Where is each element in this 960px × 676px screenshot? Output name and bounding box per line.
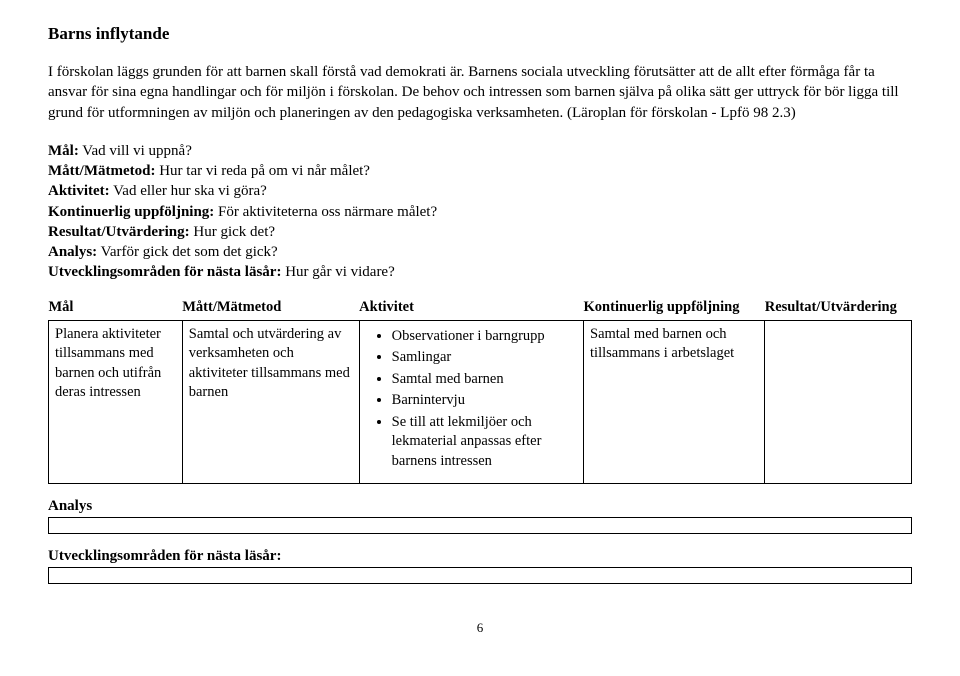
th-aktivitet: Aktivitet [359, 297, 583, 321]
analys-table [48, 517, 912, 534]
def-mal-label: Mål: [48, 143, 79, 159]
table-row [49, 568, 912, 584]
table-row [49, 518, 912, 534]
def-utveckling-label: Utvecklingsområden för nästa läsår: [48, 264, 281, 280]
def-analys-label: Analys: [48, 244, 97, 260]
utvecklings-table [48, 567, 912, 584]
cell-resultat [765, 320, 912, 484]
def-uppfoljning-text: För aktiviteterna oss närmare målet? [214, 204, 437, 220]
list-item: Se till att lekmiljöer och lekmaterial a… [392, 413, 577, 472]
page-number: 6 [48, 620, 912, 636]
def-utveckling-text: Hur går vi vidare? [281, 264, 394, 280]
def-utveckling: Utvecklingsområden för nästa läsår: Hur … [48, 262, 912, 282]
empty-cell [49, 518, 912, 534]
table-row: Planera aktiviteter tillsammans med barn… [49, 320, 912, 484]
def-aktivitet-text: Vad eller hur ska vi göra? [110, 183, 267, 199]
th-resultat: Resultat/Utvärdering [765, 297, 912, 321]
page-title: Barns inflytande [48, 24, 912, 44]
def-aktivitet: Aktivitet: Vad eller hur ska vi göra? [48, 181, 912, 201]
th-mal: Mål [49, 297, 183, 321]
cell-aktivitet: Observationer i barngrupp Samlingar Samt… [359, 320, 583, 484]
list-item: Samtal med barnen [392, 370, 577, 390]
aktivitet-list: Observationer i barngrupp Samlingar Samt… [366, 327, 577, 472]
list-item: Barnintervju [392, 391, 577, 411]
empty-cell [49, 568, 912, 584]
def-resultat-label: Resultat/Utvärdering: [48, 224, 190, 240]
def-aktivitet-label: Aktivitet: [48, 183, 110, 199]
def-uppfoljning-label: Kontinuerlig uppföljning: [48, 204, 214, 220]
intro-paragraph: I förskolan läggs grunden för att barnen… [48, 62, 912, 123]
th-matt: Mått/Mätmetod [182, 297, 359, 321]
list-item: Samlingar [392, 348, 577, 368]
cell-matt: Samtal och utvärdering av verksamheten o… [182, 320, 359, 484]
main-table-wrap: Mål Mått/Mätmetod Aktivitet Kontinuerlig… [48, 297, 912, 485]
def-matt-text: Hur tar vi reda på om vi når målet? [155, 163, 370, 179]
list-item: Observationer i barngrupp [392, 327, 577, 347]
def-analys-text: Varför gick det som det gick? [97, 244, 278, 260]
def-matt-label: Mått/Mätmetod: [48, 163, 155, 179]
main-table: Mål Mått/Mätmetod Aktivitet Kontinuerlig… [48, 297, 912, 485]
def-mal-text: Vad vill vi uppnå? [79, 143, 192, 159]
def-uppfoljning: Kontinuerlig uppföljning: För aktivitete… [48, 202, 912, 222]
def-analys: Analys: Varför gick det som det gick? [48, 242, 912, 262]
th-uppfoljning: Kontinuerlig uppföljning [584, 297, 765, 321]
cell-uppfoljning: Samtal med barnen och tillsammans i arbe… [584, 320, 765, 484]
utvecklings-label: Utvecklingsområden för nästa läsår: [48, 548, 912, 565]
definitions-block: Mål: Vad vill vi uppnå? Mått/Mätmetod: H… [48, 141, 912, 283]
def-resultat-text: Hur gick det? [190, 224, 275, 240]
analys-label: Analys [48, 498, 912, 515]
table-header-row: Mål Mått/Mätmetod Aktivitet Kontinuerlig… [49, 297, 912, 321]
def-resultat: Resultat/Utvärdering: Hur gick det? [48, 222, 912, 242]
def-matt: Mått/Mätmetod: Hur tar vi reda på om vi … [48, 161, 912, 181]
cell-mal: Planera aktiviteter tillsammans med barn… [49, 320, 183, 484]
def-mal: Mål: Vad vill vi uppnå? [48, 141, 912, 161]
